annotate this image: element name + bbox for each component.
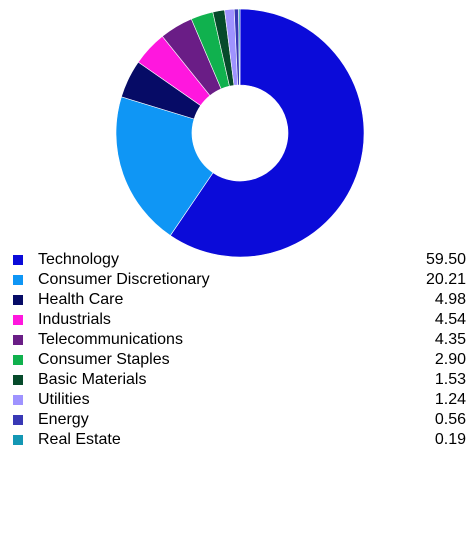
legend-swatch bbox=[13, 295, 23, 305]
legend-value: 1.53 bbox=[434, 371, 466, 388]
legend-item-telecommunications: Telecommunications 4.35 bbox=[0, 330, 476, 350]
legend-label: Technology bbox=[38, 251, 119, 268]
legend-value: 20.21 bbox=[425, 271, 466, 288]
legend-swatch bbox=[13, 415, 23, 425]
legend-label: Real Estate bbox=[38, 431, 121, 448]
legend-item-consumer-staples: Consumer Staples 2.90 bbox=[0, 350, 476, 370]
legend-item-health-care: Health Care 4.98 bbox=[0, 290, 476, 310]
legend-label: Basic Materials bbox=[38, 371, 147, 388]
legend-item-real-estate: Real Estate 0.19 bbox=[0, 430, 476, 450]
legend-label: Consumer Staples bbox=[38, 351, 170, 368]
slice-real-estate bbox=[238, 8, 241, 86]
legend-swatch bbox=[13, 315, 23, 325]
legend-value: 0.19 bbox=[434, 431, 466, 448]
legend-value: 59.50 bbox=[425, 251, 466, 268]
legend-value: 2.90 bbox=[434, 351, 466, 368]
legend-item-utilities: Utilities 1.24 bbox=[0, 390, 476, 410]
legend-label: Energy bbox=[38, 411, 89, 428]
legend-swatch bbox=[13, 335, 23, 345]
legend-value: 1.24 bbox=[434, 391, 466, 408]
legend-value: 4.54 bbox=[434, 311, 466, 328]
legend-value: 0.56 bbox=[434, 411, 466, 428]
legend-item-energy: Energy 0.56 bbox=[0, 410, 476, 430]
legend-item-industrials: Industrials 4.54 bbox=[0, 310, 476, 330]
legend-swatch bbox=[13, 395, 23, 405]
legend-value: 4.35 bbox=[434, 331, 466, 348]
slice-technology bbox=[169, 8, 365, 258]
legend-item-consumer-discretionary: Consumer Discretionary 20.21 bbox=[0, 270, 476, 290]
legend-item-technology: Technology 59.50 bbox=[0, 250, 476, 270]
legend-label: Consumer Discretionary bbox=[38, 271, 210, 288]
donut-chart bbox=[115, 8, 365, 258]
legend-label: Telecommunications bbox=[38, 331, 183, 348]
legend-swatch bbox=[13, 375, 23, 385]
legend: Technology 59.50 Consumer Discretionary 20.… bbox=[0, 250, 476, 450]
legend-label: Health Care bbox=[38, 291, 124, 308]
legend-swatch bbox=[13, 435, 23, 445]
legend-item-basic-materials: Basic Materials 1.53 bbox=[0, 370, 476, 390]
legend-label: Utilities bbox=[38, 391, 90, 408]
legend-swatch bbox=[13, 275, 23, 285]
legend-swatch bbox=[13, 255, 23, 265]
slice-consumer-discretionary bbox=[115, 96, 214, 236]
legend-swatch bbox=[13, 355, 23, 365]
legend-label: Industrials bbox=[38, 311, 111, 328]
legend-value: 4.98 bbox=[434, 291, 466, 308]
